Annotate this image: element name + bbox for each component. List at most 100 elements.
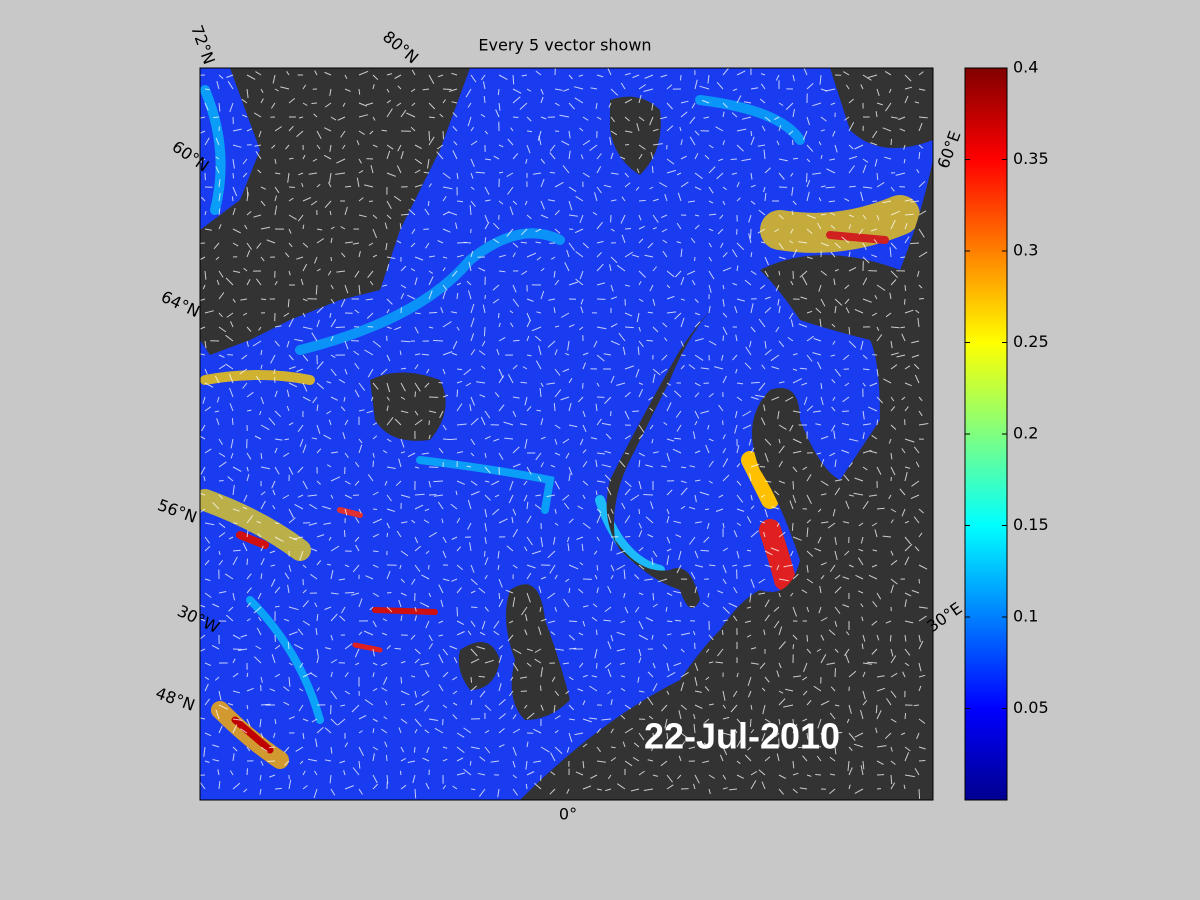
vector [700,549,710,552]
vector [916,270,920,277]
vector [497,672,500,678]
vector [904,556,910,566]
vector [744,754,752,762]
vector [778,480,786,484]
vector [370,165,374,174]
vector [215,156,220,160]
vector [638,382,643,385]
vector [812,172,822,175]
vector [400,703,406,706]
vector [734,410,738,418]
vector [372,687,378,692]
vector [302,600,309,608]
vector [708,634,714,641]
vector [608,102,612,108]
vector [470,746,480,750]
vector [820,521,829,524]
vector [531,550,542,555]
vector [554,88,563,91]
vector [638,620,644,630]
vector [496,348,500,356]
vector [411,69,416,76]
vector [872,600,878,608]
vector [917,317,920,328]
vector [243,312,248,316]
vector [498,74,508,81]
vector [679,126,682,132]
vector [386,570,391,580]
vector [673,662,682,667]
vector [744,620,752,623]
vector [246,279,251,286]
vector [507,634,514,642]
vector [904,634,907,642]
vector [386,73,393,76]
vector [246,326,252,332]
vector [806,354,813,362]
vector [800,296,808,300]
vector [274,673,281,678]
vector [594,648,598,659]
vector [750,770,758,776]
vector [394,326,402,331]
vector [344,284,349,294]
vector [212,759,220,762]
vector [703,536,710,543]
vector [638,225,645,230]
vector [330,396,338,401]
vector [649,116,654,126]
vector [372,783,379,790]
vector [344,742,349,748]
vector [680,317,685,328]
vector [428,592,432,598]
vector [610,152,614,160]
vector [260,424,270,431]
vector [467,522,472,530]
vector [722,522,725,529]
vector [498,144,504,148]
vector [693,723,696,734]
vector [666,662,670,672]
vector [229,770,234,776]
greenland [200,68,470,355]
vector [442,351,453,356]
vector [456,282,462,286]
vector [302,589,307,594]
vector [200,435,206,440]
vector [862,164,867,174]
vector [288,422,294,426]
vector [834,620,838,627]
vector [470,74,477,83]
vector [470,303,475,314]
vector [537,476,542,482]
vector [526,564,536,569]
vector [848,670,857,678]
vector [549,564,556,574]
vector [225,334,234,342]
vector [470,606,478,608]
vector [427,200,430,207]
vector [592,603,598,608]
vector [771,506,780,510]
vector [520,228,528,236]
vector [680,365,685,370]
vector [733,530,738,538]
vector [694,354,704,361]
vector [845,500,850,510]
vector [256,520,262,524]
vector [400,438,405,448]
vector [632,74,640,79]
vector [913,446,920,454]
vector [764,307,772,314]
vector [512,88,522,94]
vector [297,628,304,636]
vector [268,417,276,426]
vector [775,326,780,333]
vector [860,84,864,90]
vector [890,452,893,460]
vector [512,788,519,796]
vector [525,783,528,790]
vector [638,84,646,90]
vector [526,320,531,328]
vector [448,88,458,92]
